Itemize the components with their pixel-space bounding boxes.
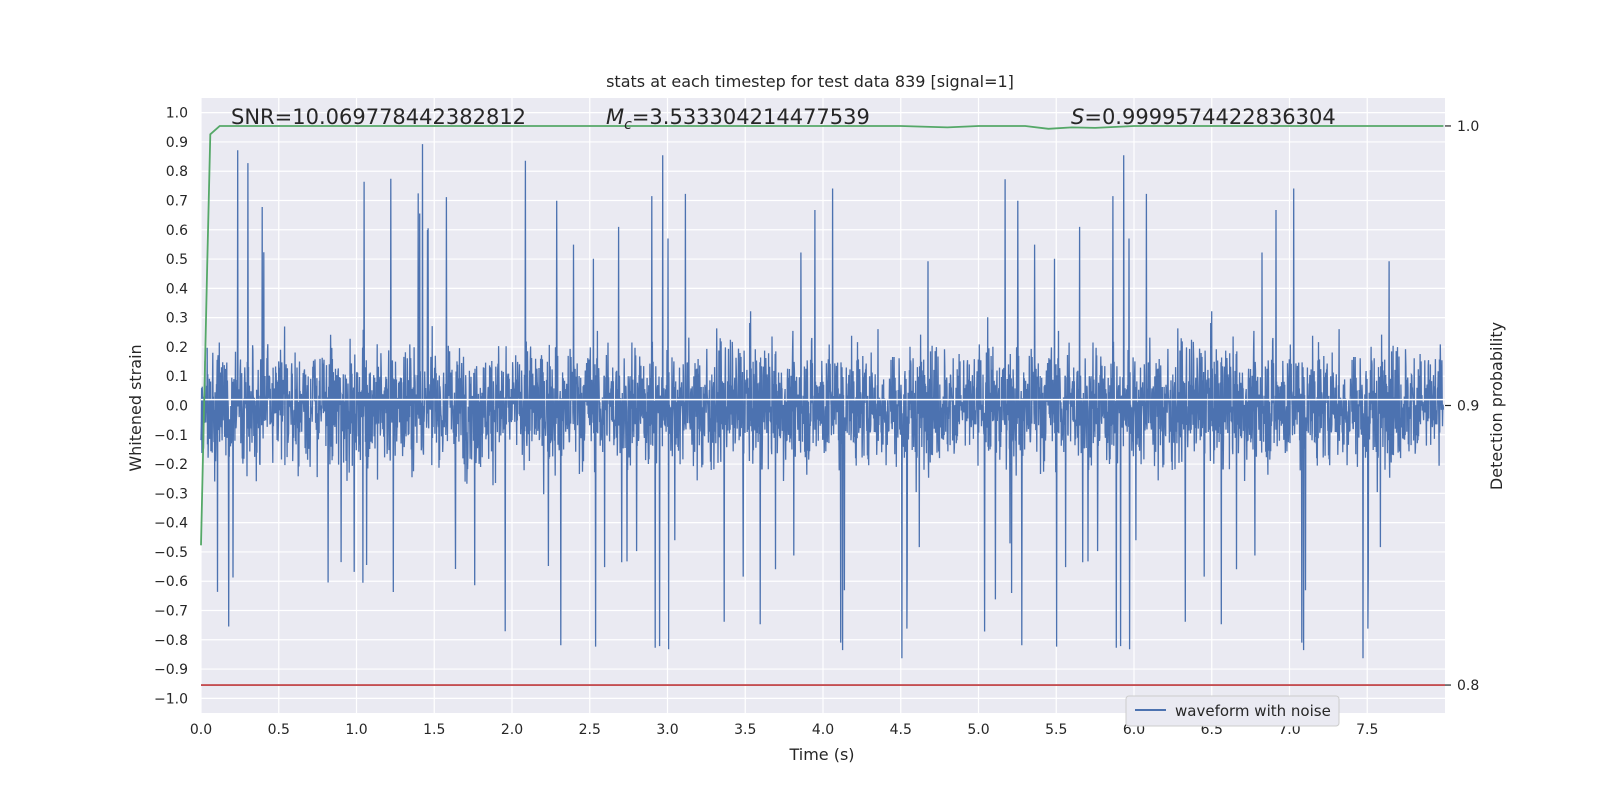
y2-axis-ticks: 1.0 0.9 0.8 <box>1445 119 1479 694</box>
s-annotation: S=0.9999574422836304 <box>1071 105 1336 129</box>
y-tick-label: −0.3 <box>154 486 188 502</box>
x-tick-label: 7.5 <box>1356 722 1378 738</box>
legend-entry: waveform with noise <box>1175 702 1331 720</box>
y-axis-label: Whitened strain <box>126 344 145 471</box>
x-tick-label: 1.0 <box>345 722 367 738</box>
x-tick-label: 4.0 <box>812 722 834 738</box>
x-tick-label: 3.0 <box>656 722 678 738</box>
x-axis-ticks: 0.0 0.5 1.0 1.5 2.0 2.5 3.0 3.5 4.0 4.5 5.0 5.5 6.0 6… <box>190 722 1379 738</box>
y-tick-label: −0.9 <box>154 662 188 678</box>
waveform-line <box>200 144 1445 659</box>
x-tick-label: 5.5 <box>1045 722 1067 738</box>
y-axis-ticks: 1.0 0.9 0.8 0.7 0.6 0.5 0.4 0.3 0.2 0.1 0.0 −0.1 −0.… <box>154 106 188 708</box>
y-tick-label: −0.8 <box>154 633 188 649</box>
x-tick-label: 2.0 <box>501 722 523 738</box>
y-tick-label: −0.4 <box>154 516 188 532</box>
y-tick-label: −0.1 <box>154 428 188 444</box>
legend-box <box>1125 695 1340 727</box>
y2-tick-label: 0.8 <box>1457 678 1479 694</box>
y-tick-label: −1.0 <box>154 691 188 707</box>
probability-line <box>200 125 1444 546</box>
legend: waveform with noise <box>1125 695 1340 727</box>
y-tick-label: −0.7 <box>154 604 188 620</box>
mc-annotation: Mc=3.533304214477539 <box>606 105 870 133</box>
x-tick-label: 5.0 <box>967 722 989 738</box>
s-value: =0.9999574422836304 <box>1084 105 1335 129</box>
mc-value: =3.533304214477539 <box>632 105 870 129</box>
y-tick-label: 0.8 <box>166 164 188 180</box>
y-tick-label: 0.1 <box>166 369 188 385</box>
y-tick-label: 0.2 <box>166 340 188 356</box>
y-tick-label: 1.0 <box>166 106 188 122</box>
y-tick-label: 0.3 <box>166 311 188 327</box>
waveform-series <box>200 144 1445 659</box>
y2-axis-label: Detection probability <box>1487 322 1506 490</box>
s-symbol: S <box>1071 105 1084 129</box>
y-tick-label: −0.2 <box>154 457 188 473</box>
x-axis-label: Time (s) <box>788 745 854 764</box>
y-tick-label: 0.4 <box>166 281 188 297</box>
mc-subscript: c <box>624 117 632 133</box>
snr-annotation: SNR=10.069778442382812 <box>231 105 526 129</box>
x-tick-label: 1.5 <box>423 722 445 738</box>
probability-series <box>200 125 1445 686</box>
y2-tick-label: 1.0 <box>1457 119 1479 135</box>
x-tick-label: 3.5 <box>734 722 756 738</box>
y-tick-label: 0.6 <box>166 223 188 239</box>
y-tick-label: 0.7 <box>166 194 188 210</box>
y-tick-label: 0.9 <box>166 135 188 151</box>
y-tick-label: −0.5 <box>154 545 188 561</box>
x-tick-label: 0.0 <box>190 722 212 738</box>
y-tick-label: 0.5 <box>166 252 188 268</box>
x-tick-label: 0.5 <box>268 722 290 738</box>
y-tick-label: 0.0 <box>166 399 188 415</box>
mc-symbol: M <box>606 105 624 129</box>
y2-tick-label: 0.9 <box>1457 399 1479 415</box>
y-tick-label: −0.6 <box>154 574 188 590</box>
x-tick-label: 4.5 <box>890 722 912 738</box>
x-tick-label: 2.5 <box>579 722 601 738</box>
chart-title: stats at each timestep for test data 839… <box>606 72 1014 91</box>
